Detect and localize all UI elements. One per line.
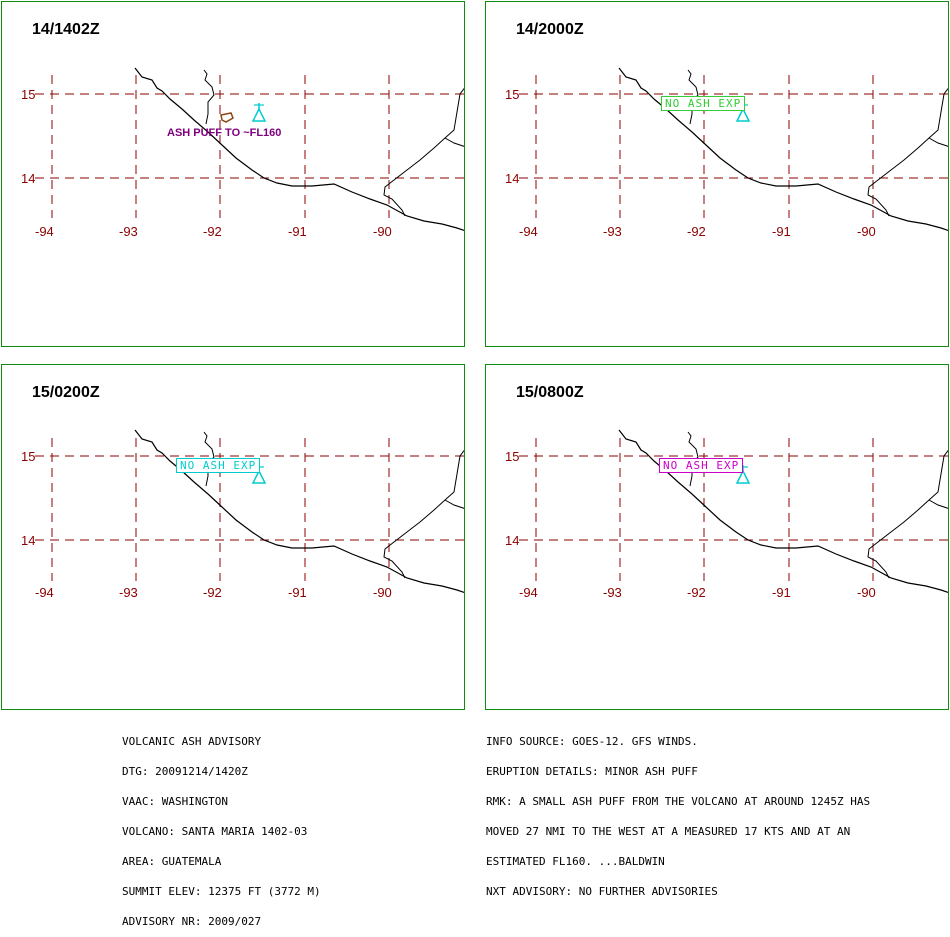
advisory-remark-3: ESTIMATED FL160. ...BALDWIN <box>486 855 665 868</box>
border-line <box>203 69 215 125</box>
lon-label-93: -93 <box>603 585 622 600</box>
advisory-summit-elev: SUMMIT ELEV: 12375 FT (3772 M) <box>122 885 321 898</box>
advisory-remark-2: MOVED 27 NMI TO THE WEST AT A MEASURED 1… <box>486 825 851 838</box>
map-canvas <box>519 429 948 593</box>
advisory-remark-1: RMK: A SMALL ASH PUFF FROM THE VOLCANO A… <box>486 795 871 808</box>
lon-label-93: -93 <box>119 585 138 600</box>
advisory-info-source: INFO SOURCE: GOES-12. GFS WINDS. <box>486 735 698 748</box>
border-line <box>444 499 464 509</box>
lon-label-91: -91 <box>288 224 307 239</box>
advisory-left-block: VOLCANIC ASH ADVISORY DTG: 20091214/1420… <box>122 717 321 937</box>
map-canvas <box>35 67 464 231</box>
volcano-icon <box>735 107 751 122</box>
volcano-icon <box>251 469 267 484</box>
advisory-eruption-details: ERUPTION DETAILS: MINOR ASH PUFF <box>486 765 698 778</box>
lon-label-91: -91 <box>772 224 791 239</box>
lon-label-94: -94 <box>519 224 538 239</box>
lon-label-93: -93 <box>119 224 138 239</box>
map-canvas <box>35 429 464 593</box>
lon-label-90: -90 <box>857 585 876 600</box>
lon-label-94: -94 <box>35 224 54 239</box>
lon-label-90: -90 <box>857 224 876 239</box>
map-canvas <box>519 67 948 231</box>
advisory-dtg: DTG: 20091214/1420Z <box>122 765 248 778</box>
map-panel-2: 14/2000Z 15 14 -94 -93 -92 -91 -90 NO AS… <box>485 1 949 347</box>
lat-label-14: 14 <box>505 171 520 186</box>
lon-label-91: -91 <box>288 585 307 600</box>
lat-label-14: 14 <box>21 171 36 186</box>
lat-label-14: 14 <box>505 533 520 548</box>
east-coastline <box>867 449 948 579</box>
lon-label-92: -92 <box>687 224 706 239</box>
advisory-right-block: INFO SOURCE: GOES-12. GFS WINDS. ERUPTIO… <box>486 717 870 907</box>
advisory-title: VOLCANIC ASH ADVISORY <box>122 735 262 748</box>
lon-label-93: -93 <box>603 224 622 239</box>
lon-label-94: -94 <box>35 585 54 600</box>
lat-label-15: 15 <box>21 87 36 102</box>
panel-title: 15/0800Z <box>516 384 584 401</box>
coastline <box>134 429 464 593</box>
map-panel-3: 15/0200Z 15 14 -94 -93 -92 -91 -90 NO AS… <box>1 364 465 710</box>
lon-label-94: -94 <box>519 585 538 600</box>
lat-label-15: 15 <box>505 87 520 102</box>
advisory-vaac: VAAC: WASHINGTON <box>122 795 228 808</box>
lon-label-92: -92 <box>687 585 706 600</box>
lat-label-15: 15 <box>505 449 520 464</box>
border-line <box>203 431 215 487</box>
coastline <box>618 429 948 593</box>
volcano-icon <box>251 107 267 122</box>
panel-title: 14/1402Z <box>32 21 100 38</box>
advisory-area: AREA: GUATEMALA <box>122 855 222 868</box>
lat-label-15: 15 <box>21 449 36 464</box>
lon-label-92: -92 <box>203 224 222 239</box>
east-coastline <box>383 449 464 579</box>
no-ash-expected-box: NO ASH EXP <box>661 96 746 111</box>
east-coastline <box>867 87 948 217</box>
advisory-volcano: VOLCANO: SANTA MARIA 1402-03 <box>122 825 308 838</box>
no-ash-expected-box: NO ASH EXP <box>659 458 744 473</box>
border-line <box>687 431 699 487</box>
ash-puff-annotation: ASH PUFF TO ~FL160 <box>167 127 282 139</box>
lon-label-90: -90 <box>373 585 392 600</box>
border-line <box>928 137 948 147</box>
lat-label-14: 14 <box>21 533 36 548</box>
lon-label-91: -91 <box>772 585 791 600</box>
panel-title: 15/0200Z <box>32 384 100 401</box>
border-line <box>687 69 699 125</box>
border-line <box>444 137 464 147</box>
ash-polygon <box>220 112 234 123</box>
volcano-icon <box>735 469 751 484</box>
coastline <box>618 67 948 231</box>
advisory-next: NXT ADVISORY: NO FURTHER ADVISORIES <box>486 885 718 898</box>
coastline <box>134 67 464 231</box>
map-panel-4: 15/0800Z 15 14 -94 -93 -92 -91 -90 NO AS… <box>485 364 949 710</box>
advisory-number: ADVISORY NR: 2009/027 <box>122 915 262 928</box>
lon-label-92: -92 <box>203 585 222 600</box>
map-panel-1: 14/1402Z 15 14 -94 -93 -92 -91 -90 ASH P… <box>1 1 465 347</box>
border-line <box>928 499 948 509</box>
no-ash-expected-box: NO ASH EXP <box>176 458 261 473</box>
panel-title: 14/2000Z <box>516 21 584 38</box>
east-coastline <box>383 87 464 217</box>
lon-label-90: -90 <box>373 224 392 239</box>
